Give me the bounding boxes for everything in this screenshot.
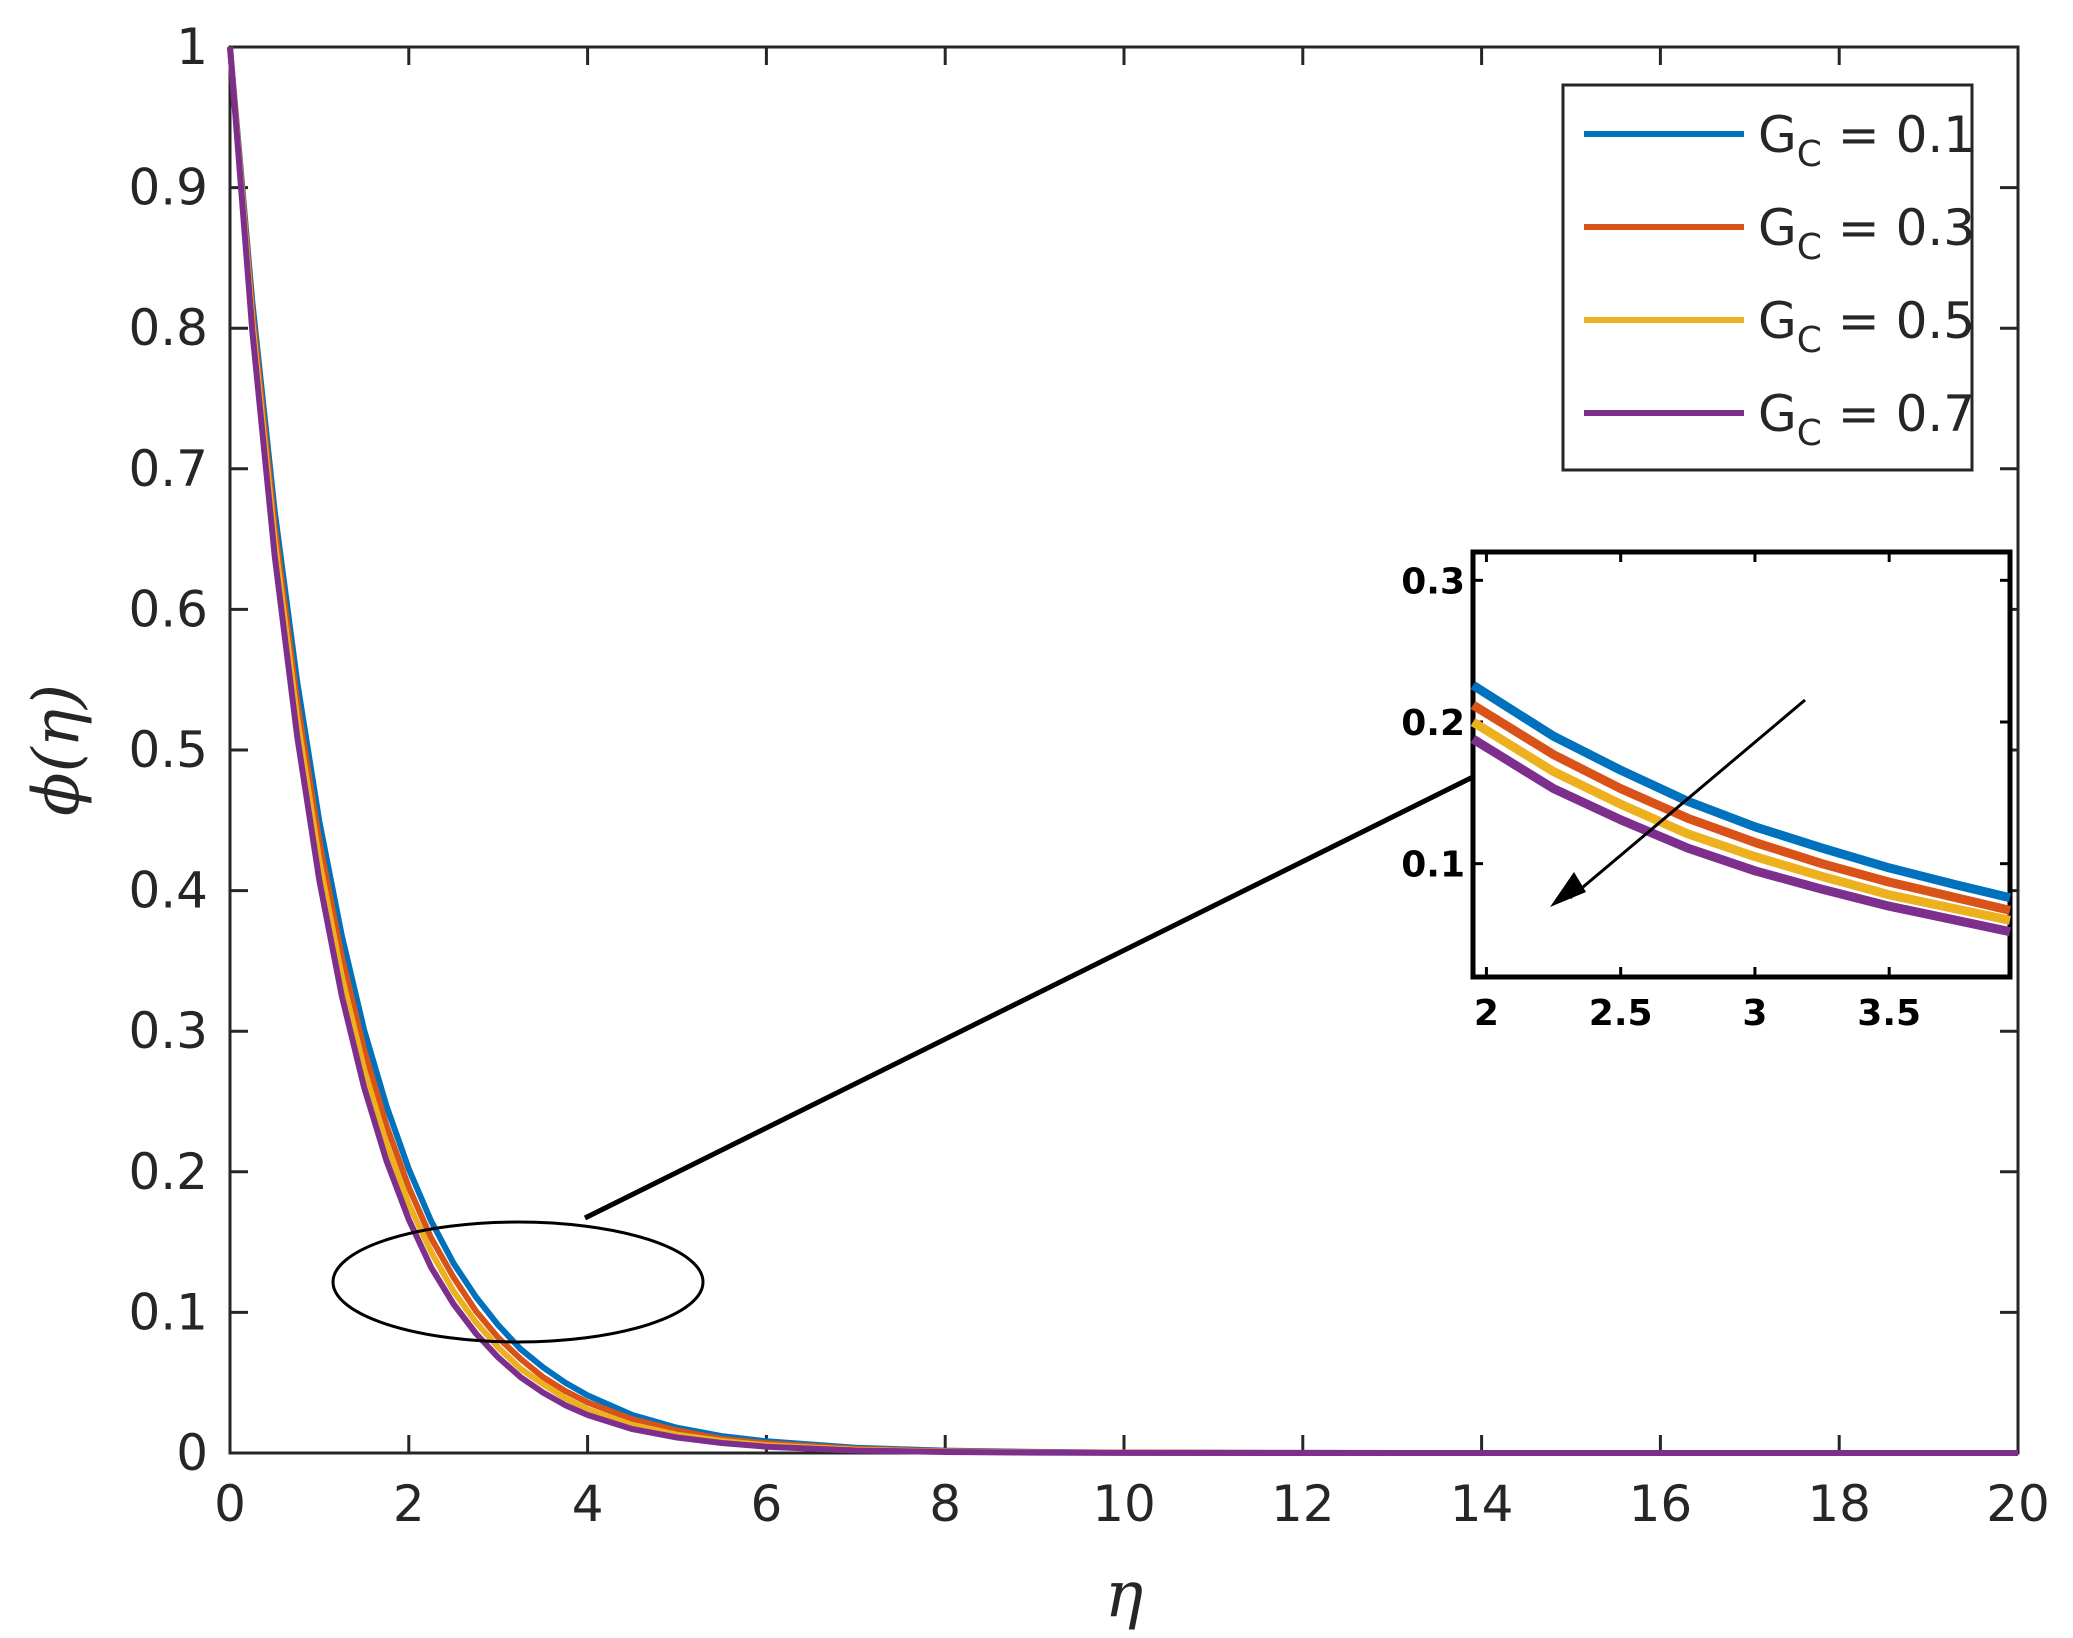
y-tick-label: 0.2 — [128, 1143, 208, 1201]
x-tick-label: 4 — [572, 1475, 604, 1533]
legend-entry-2: GC = 0.3 — [1584, 199, 1975, 268]
y-tick-label: 0.7 — [128, 440, 208, 498]
zoom-connector-line — [583, 767, 1489, 1221]
inset-axes-box — [1470, 549, 2013, 980]
legend-label: GC = 0.3 — [1758, 199, 1975, 268]
legend-label: GC = 0.1 — [1758, 106, 1975, 175]
y-tick-label: 0.6 — [128, 580, 208, 638]
inset-y-tick-label: 0.2 — [1401, 703, 1465, 744]
y-tick-label: 0.9 — [128, 159, 208, 217]
y-tick-label: 0.5 — [128, 721, 208, 779]
x-tick-label: 20 — [1986, 1475, 2050, 1533]
legend-entry-3: GC = 0.5 — [1584, 292, 1975, 361]
inset-series-line-4 — [1470, 735, 2011, 937]
x-tick-label: 18 — [1807, 1475, 1871, 1533]
x-tick-label: 10 — [1092, 1475, 1156, 1533]
inset-series — [1470, 681, 2012, 937]
legend-label: GC = 0.7 — [1758, 385, 1975, 454]
inset-y-tick-label: 0.3 — [1401, 561, 1465, 602]
y-tick-label: 1 — [176, 18, 208, 76]
inset-series-line-2 — [1470, 701, 2012, 915]
legend-label: GC = 0.5 — [1758, 292, 1975, 361]
y-tick-label: 0.1 — [128, 1283, 208, 1341]
legend-box — [1561, 83, 1974, 472]
x-tick-label: 2 — [393, 1475, 425, 1533]
x-tick-label: 8 — [929, 1475, 961, 1533]
x-tick-label: 6 — [750, 1475, 782, 1533]
inset-x-tick-label: 2 — [1474, 993, 1499, 1034]
x-tick-label: 0 — [214, 1475, 246, 1533]
x-axis-label: η — [1105, 1558, 1143, 1632]
inset-series-line-3 — [1470, 718, 2011, 925]
inset-series-line-1 — [1470, 681, 2012, 903]
y-tick-label: 0.8 — [128, 299, 208, 357]
y-axis-label: ϕ(η) — [20, 684, 94, 816]
x-tick-label: 12 — [1271, 1475, 1335, 1533]
inset-x-tick-label: 3.5 — [1857, 993, 1921, 1034]
inset-x-tick-label: 3 — [1742, 993, 1767, 1034]
y-tick-label: 0.4 — [128, 862, 208, 920]
main-series — [227, 46, 2018, 1456]
inset-x-tick-label: 2.5 — [1589, 993, 1653, 1034]
legend-entry-4: GC = 0.7 — [1584, 385, 1975, 454]
series-line-4 — [227, 46, 2018, 1456]
inset-plot: 2 2.5 3 3.5 0.1 0.2 0.3 — [1401, 549, 2013, 1034]
legend-entry-1: GC = 0.1 — [1584, 106, 1975, 175]
y-tick-label: 0 — [176, 1424, 208, 1482]
x-tick-label: 14 — [1450, 1475, 1514, 1533]
zoom-ellipse — [331, 1220, 705, 1344]
inset-ticks: 2 2.5 3 3.5 0.1 0.2 0.3 — [1401, 552, 2010, 1034]
trend-arrow-head — [1550, 872, 1586, 907]
inset-y-tick-label: 0.1 — [1401, 845, 1465, 886]
x-tick-label: 16 — [1629, 1475, 1693, 1533]
trend-arrow-line — [1569, 698, 1806, 900]
legend: GC = 0.1 GC = 0.3 GC = 0.5 GC = 0.7 — [1561, 83, 1975, 472]
y-tick-label: 0.3 — [128, 1002, 208, 1060]
